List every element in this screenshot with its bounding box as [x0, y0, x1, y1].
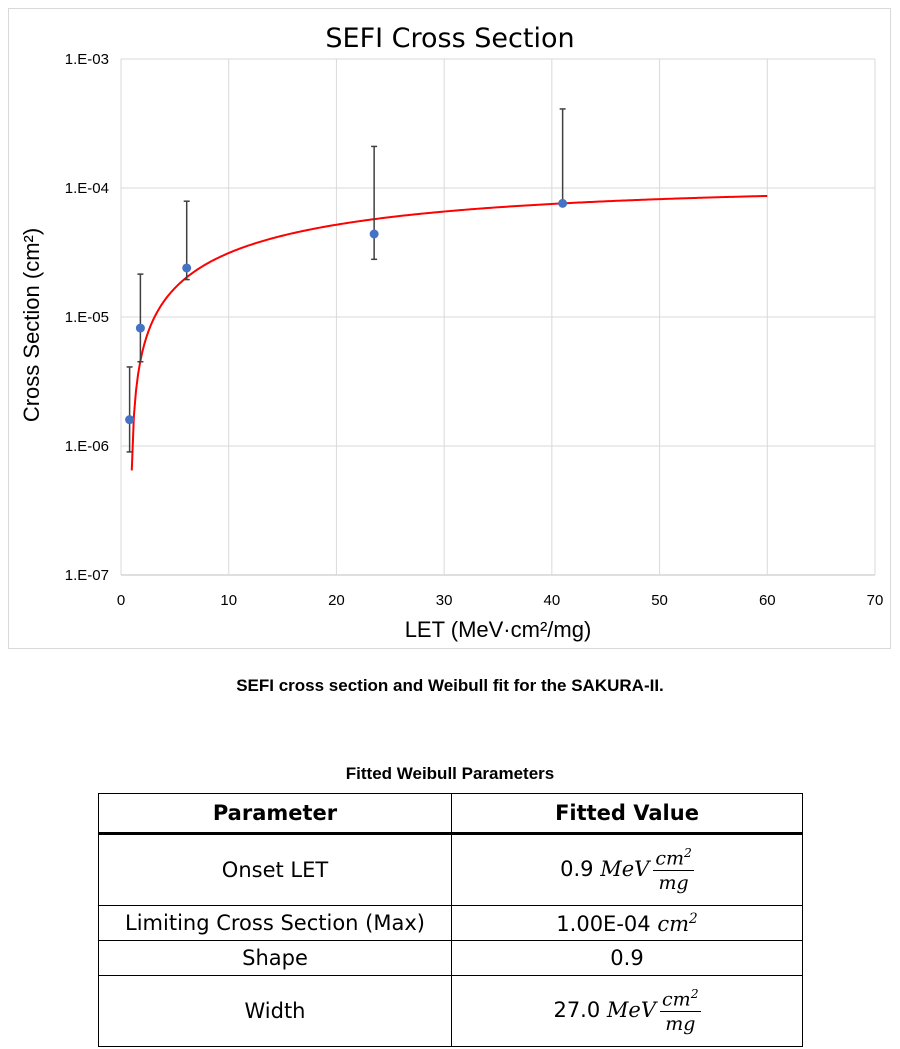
table-row: Limiting Cross Section (Max) 1.00E-04 cm… — [98, 905, 803, 941]
parameters-table: Parameter Fitted Value Onset LET 0.9 MeV… — [98, 793, 803, 1047]
table-title: Fitted Weibull Parameters — [345, 764, 555, 783]
x-axis-label: LET (MeV·cm²/mg) — [405, 617, 592, 642]
weibull-fit-curve — [130, 194, 768, 471]
row-shape-label: Shape — [98, 940, 452, 976]
y-tick-label: 1.E-03 — [65, 51, 109, 68]
y-tick-labels: 1.E-07 1.E-06 1.E-05 1.E-04 1.E-03 — [65, 51, 109, 584]
x-tick-label: 30 — [436, 592, 453, 609]
unit-fraction: cm2 mg — [653, 845, 694, 895]
header-fitted-value: Fitted Value — [451, 793, 803, 835]
row-width-value: 27.0 MeV cm2 mg — [451, 975, 803, 1047]
unit-fraction: cm2 mg — [660, 986, 701, 1036]
data-point — [558, 198, 568, 208]
y-axis-label: Cross Section (cm²) — [19, 228, 44, 422]
figure-caption: SEFI cross section and Weibull fit for t… — [236, 676, 664, 695]
x-tick-label: 0 — [117, 592, 125, 609]
row-onset-let-value: 0.9 MeV cm2 mg — [451, 833, 803, 906]
y-tick-label: 1.E-06 — [65, 438, 109, 455]
x-tick-label: 10 — [220, 592, 237, 609]
x-tick-label: 50 — [651, 592, 668, 609]
x-tick-labels: 0 10 20 30 40 50 60 70 — [117, 592, 884, 609]
header-parameter: Parameter — [98, 793, 452, 835]
table-row: Width 27.0 MeV cm2 mg — [98, 975, 803, 1047]
x-tick-label: 70 — [867, 592, 884, 609]
chart-title: SEFI Cross Section — [325, 23, 574, 54]
y-tick-label: 1.E-07 — [65, 567, 109, 584]
row-limit-label: Limiting Cross Section (Max) — [98, 905, 452, 941]
x-tick-label: 60 — [759, 592, 776, 609]
x-tick-label: 20 — [328, 592, 345, 609]
row-shape-value: 0.9 — [451, 940, 803, 976]
table-row: Shape 0.9 — [98, 940, 803, 976]
chart-frame: SEFI Cross Section 0 10 20 30 40 50 60 70 1.E-0… — [8, 8, 891, 649]
fit-line — [130, 194, 768, 471]
chart-grid — [120, 58, 876, 576]
table-header-row: Parameter Fitted Value — [98, 793, 803, 835]
row-limit-value: 1.00E-04 cm2 — [451, 905, 803, 941]
table-row: Onset LET 0.9 MeV cm2 mg — [98, 833, 803, 906]
data-point — [125, 415, 135, 425]
y-tick-label: 1.E-04 — [65, 180, 109, 197]
data-point — [135, 323, 145, 333]
error-bars — [126, 108, 566, 453]
data-points — [125, 198, 568, 425]
data-point — [369, 229, 379, 239]
row-width-label: Width — [98, 975, 452, 1047]
row-onset-let-label: Onset LET — [98, 833, 452, 906]
chart-svg: SEFI Cross Section 0 10 20 30 40 50 60 70 1.E-0… — [19, 23, 884, 642]
x-tick-label: 40 — [544, 592, 561, 609]
data-point — [182, 263, 192, 273]
y-tick-label: 1.E-05 — [65, 309, 109, 326]
